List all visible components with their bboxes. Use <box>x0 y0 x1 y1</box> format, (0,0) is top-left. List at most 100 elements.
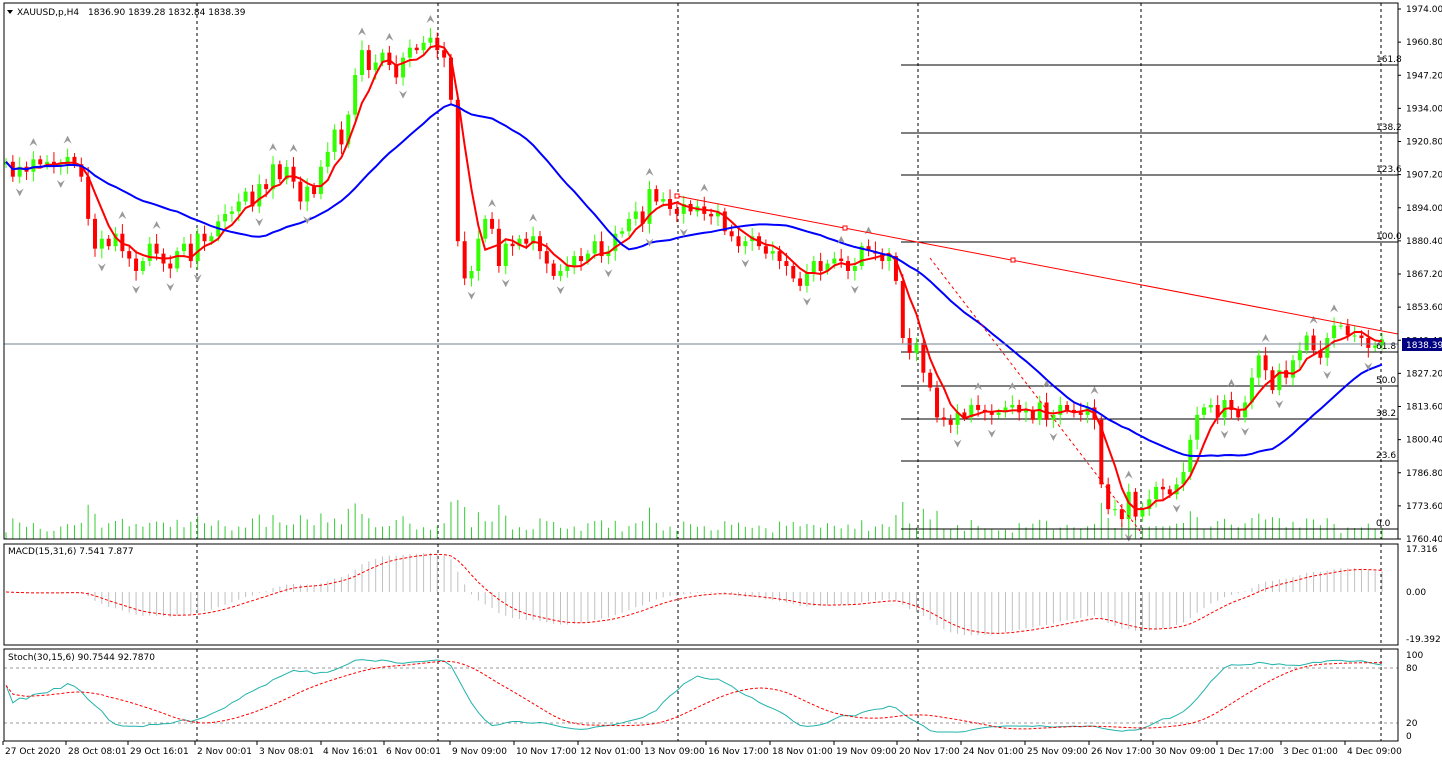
panel-frame <box>3 2 1399 540</box>
fractal-up-icon <box>1008 382 1017 391</box>
candle-body <box>442 50 447 58</box>
fibonacci-retracement[interactable]: 161.8 138.2 123.6 100.0 61.8 50.0 38.2 23.6 0.0 <box>901 55 1402 530</box>
candle-body <box>900 280 905 338</box>
fractal-down-icon <box>467 291 476 300</box>
fractal-up-icon <box>357 27 366 36</box>
fractal-up-icon <box>268 143 277 152</box>
fractal-up-icon <box>385 32 394 41</box>
candle-body <box>866 246 871 252</box>
macd-signal-line <box>5 553 1383 634</box>
stochastic-panel[interactable] <box>4 659 1398 733</box>
price-tick-label: 1867.20 <box>1406 270 1442 280</box>
fast-moving-average-line <box>5 44 1383 511</box>
candle-body <box>366 50 371 70</box>
candle-body <box>935 387 940 418</box>
fib-level-label: 123.6 <box>1376 165 1402 175</box>
stoch-tick-label: 0 <box>1406 732 1412 742</box>
panel-frame <box>3 543 1399 646</box>
candle-body <box>1167 489 1172 495</box>
fractal-down-icon <box>679 228 688 237</box>
candle-body <box>1154 486 1159 500</box>
candle-body <box>188 243 193 262</box>
candle-body <box>483 218 488 239</box>
candle-body <box>1291 360 1296 378</box>
fractal-down-icon <box>1220 430 1229 439</box>
candle-body <box>284 166 289 180</box>
fractal-down-icon <box>166 283 175 292</box>
fractal-down-icon <box>953 439 962 448</box>
candle-body <box>332 129 337 152</box>
candle-body <box>585 253 590 262</box>
stoch-tick-label: 100 <box>1406 651 1423 661</box>
fractal-up-icon <box>289 144 298 153</box>
candle-body <box>524 238 529 244</box>
fractal-down-icon <box>56 179 65 188</box>
price-tick-label: 1773.60 <box>1406 502 1442 512</box>
price-tick-label: 1934.00 <box>1406 104 1442 114</box>
candle-body <box>579 256 584 262</box>
candle-body <box>647 189 652 224</box>
trendlines[interactable] <box>4 193 1399 532</box>
candle-body <box>743 241 748 247</box>
candle-body <box>941 417 946 420</box>
candle-body <box>264 184 269 190</box>
stoch-tick-label: 80 <box>1406 664 1418 674</box>
candle-body <box>175 251 180 269</box>
fractal-up-icon <box>645 167 654 176</box>
macd-panel[interactable] <box>5 552 1383 636</box>
fib-level-label: 61.8 <box>1376 342 1396 352</box>
candle-body <box>127 251 132 259</box>
candle-body <box>421 42 426 51</box>
candle-body <box>1106 484 1111 510</box>
candle-body <box>1085 407 1090 415</box>
candle-body <box>661 199 666 202</box>
fractal-down-icon <box>556 286 565 295</box>
candle-body <box>134 258 139 271</box>
time-tick-label: 19 Nov 09:00 <box>836 747 897 757</box>
price-tick-label: 1880.40 <box>1406 237 1442 247</box>
time-tick-label: 24 Nov 01:00 <box>963 747 1024 757</box>
price-tick-label: 1894.00 <box>1406 204 1442 214</box>
candle-body <box>373 62 378 70</box>
fractal-down-icon <box>15 188 24 197</box>
candle-body <box>921 342 926 373</box>
candle-body <box>312 186 317 195</box>
candle-body <box>914 342 919 353</box>
dropdown-icon[interactable] <box>7 10 13 14</box>
fractal-down-icon <box>741 259 750 268</box>
time-tick-label: 16 Nov 17:00 <box>708 747 769 757</box>
candles-layer[interactable] <box>4 28 1384 529</box>
candle-body <box>510 243 515 247</box>
candle-body <box>496 228 501 267</box>
candle-body <box>1099 419 1104 485</box>
candle-body <box>729 231 734 237</box>
time-tick-label: 13 Nov 09:00 <box>644 747 705 757</box>
time-tick-label: 30 Nov 09:00 <box>1155 747 1216 757</box>
price-tick-label: 1947.20 <box>1406 71 1442 81</box>
candle-body <box>1366 337 1371 348</box>
price-tick-label: 1974.00 <box>1406 5 1442 15</box>
current-price-tag: 1838.39 <box>1402 338 1442 351</box>
candle-body <box>620 231 625 234</box>
candle-body <box>1359 335 1364 338</box>
candle-body <box>565 266 570 271</box>
candle-body <box>1126 491 1131 520</box>
fractal-down-icon <box>1049 433 1058 442</box>
fractal-up-icon <box>700 183 709 192</box>
candle-body <box>599 241 604 257</box>
candle-body <box>1332 325 1337 338</box>
fractal-up-icon <box>1042 379 1051 388</box>
candle-body <box>65 156 70 165</box>
fractal-up-icon <box>1227 378 1236 387</box>
candle-body <box>1058 404 1063 415</box>
fib-level-label: 100.0 <box>1376 232 1402 242</box>
time-tick-label: 27 Oct 2020 <box>5 747 61 757</box>
candle-body <box>558 270 563 276</box>
time-axis: 27 Oct 2020 28 Oct 08:01 29 Oct 16:01 2 Nov… <box>2 741 1402 757</box>
candle-body <box>17 166 22 177</box>
candle-body <box>1236 409 1241 418</box>
candle-body <box>1202 407 1207 415</box>
fractal-down-icon <box>97 263 106 272</box>
candle-body <box>140 261 145 271</box>
